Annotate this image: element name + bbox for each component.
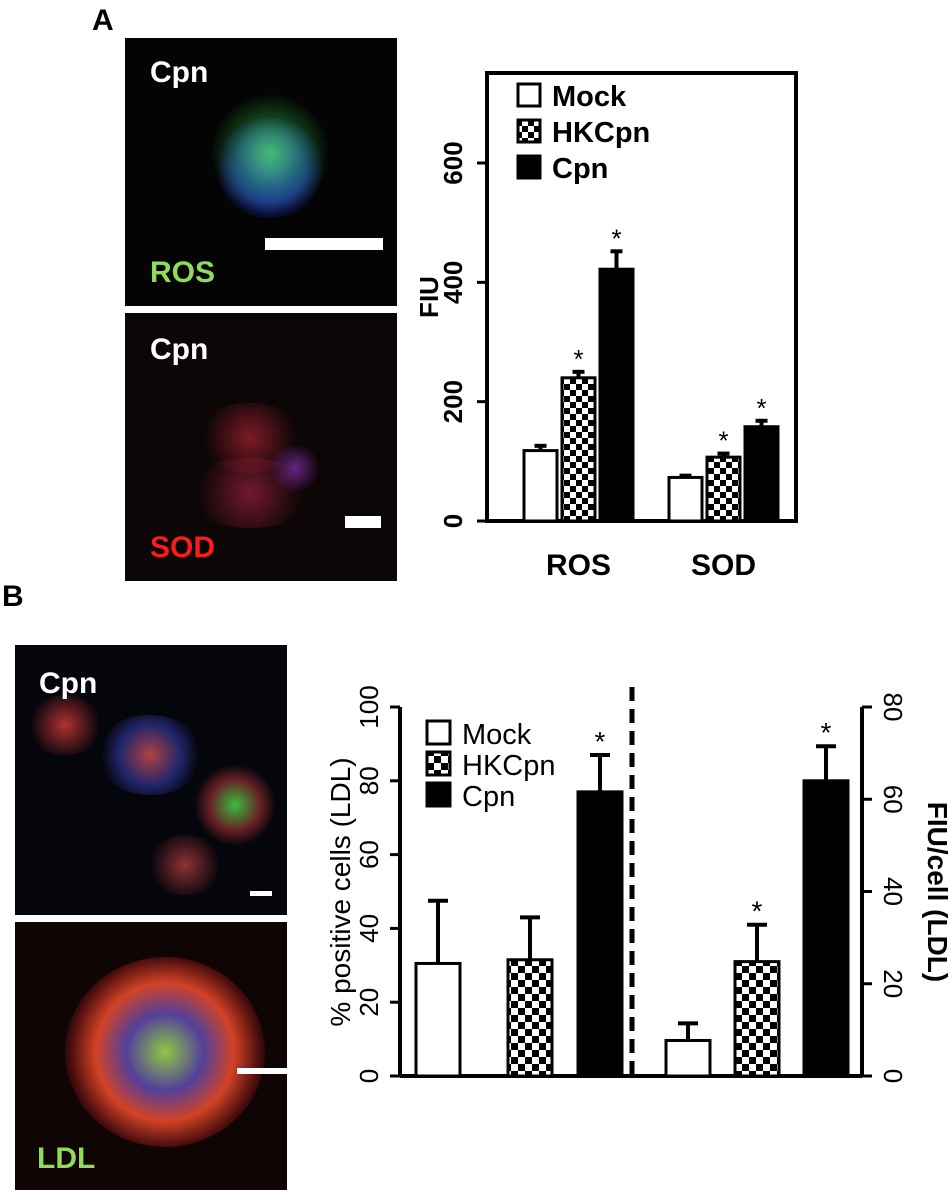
y-tick-label: 60	[354, 840, 384, 869]
organism-label: Cpn	[39, 667, 98, 700]
y-axis-label-left: % positive cells (LDL)	[325, 757, 356, 1026]
y-tick-label: 80	[878, 693, 908, 722]
significance-mark: *	[611, 223, 621, 253]
legend-label: Cpn	[552, 153, 608, 185]
stain-label: ROS	[150, 256, 216, 289]
y-tick-label: 0	[878, 1069, 908, 1083]
stain-label: LDL	[37, 1142, 96, 1175]
y-tick-label: 40	[878, 877, 908, 906]
micrograph-cpn: Cpn	[15, 645, 287, 915]
y-tick-label: 0	[438, 514, 468, 528]
scale-bar	[237, 1068, 287, 1074]
panel-a-label: A	[92, 4, 114, 37]
y-tick-label: 0	[354, 1069, 384, 1083]
bar	[664, 1038, 712, 1078]
legend-label: HKCpn	[462, 750, 556, 782]
micrograph-sod: Cpn SOD	[125, 313, 397, 581]
stain-label: SOD	[150, 531, 216, 564]
cell-cluster	[25, 695, 105, 755]
y-tick-label: 400	[438, 261, 468, 304]
ros-signal	[210, 93, 330, 213]
significance-mark: *	[756, 393, 766, 423]
panel-b-label: B	[2, 580, 24, 613]
micrograph-ldl: LDL	[15, 922, 287, 1190]
bar	[560, 376, 597, 523]
sod-signal	[270, 443, 320, 493]
bar	[598, 267, 635, 523]
micrograph-ros: Cpn ROS	[125, 38, 397, 306]
organism-label: Cpn	[150, 56, 209, 89]
significance-mark: *	[752, 896, 763, 927]
bar	[802, 779, 850, 1078]
y-tick-label: 40	[354, 914, 384, 943]
y-tick-label: 600	[438, 141, 468, 184]
legend-label: Mock	[462, 719, 532, 751]
significance-mark: *	[718, 426, 728, 456]
y-tick-label: 60	[878, 785, 908, 814]
plot-frame	[485, 71, 798, 523]
bar	[506, 958, 554, 1078]
y-axis-label: FIU	[414, 276, 444, 318]
bar	[522, 449, 559, 523]
y-tick-label: 100	[354, 685, 384, 728]
legend-swatch	[425, 750, 452, 777]
cell-cluster	[95, 715, 205, 795]
bar	[414, 961, 462, 1078]
bar	[743, 425, 780, 523]
bar	[576, 790, 624, 1078]
x-tick-label: ROS	[546, 549, 611, 582]
y-axis-label-right: FIU/cell (LDL)	[922, 802, 950, 982]
y-tick-label: 20	[354, 988, 384, 1017]
bar	[733, 960, 781, 1078]
legend-swatch	[516, 82, 542, 108]
organism-label: Cpn	[150, 333, 209, 366]
ldl-cell	[65, 957, 265, 1147]
legend-label: Mock	[552, 81, 627, 113]
significance-mark: *	[573, 344, 583, 374]
legend-swatch	[516, 118, 542, 144]
legend-swatch	[425, 719, 452, 746]
legend-label: Cpn	[462, 781, 515, 813]
bar	[705, 455, 742, 523]
cell-cluster	[195, 765, 275, 845]
y-tick-label: 20	[878, 969, 908, 998]
bar	[667, 475, 704, 523]
scale-bar	[250, 891, 272, 896]
y-tick-label: 200	[438, 380, 468, 423]
significance-mark: *	[595, 726, 606, 757]
significance-mark: *	[821, 717, 832, 748]
legend-swatch	[425, 781, 452, 808]
legend-label: HKCpn	[552, 117, 650, 149]
x-tick-label: SOD	[691, 549, 756, 582]
scale-bar	[265, 238, 383, 250]
cell-cluster	[145, 835, 225, 895]
legend-swatch	[516, 154, 542, 180]
y-tick-label: 80	[354, 766, 384, 795]
scale-bar	[345, 516, 381, 528]
